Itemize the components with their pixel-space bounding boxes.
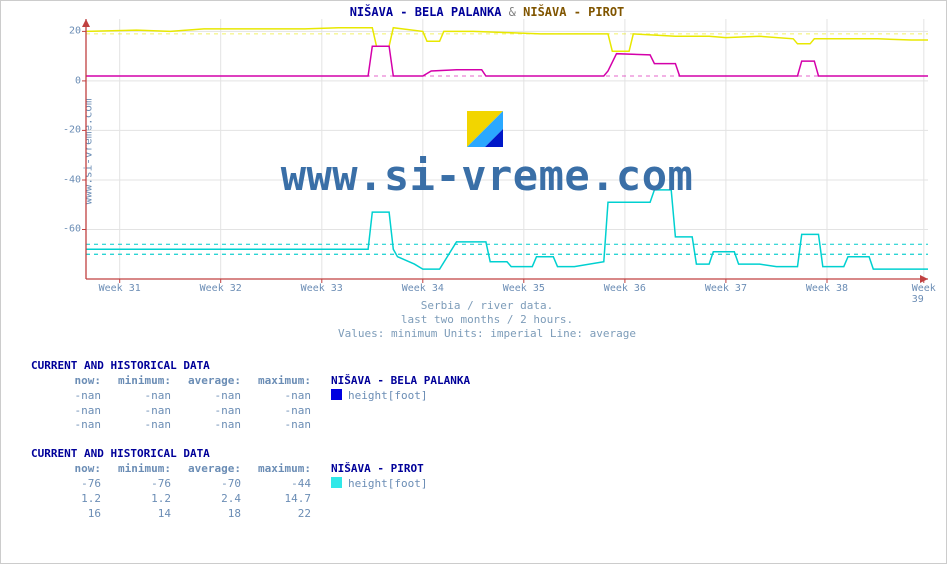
station-name: NIŠAVA - PIROT: [311, 462, 427, 477]
table-cell: -44: [241, 477, 311, 492]
table-cell: -nan: [241, 418, 311, 433]
column-header: maximum:: [241, 462, 311, 477]
column-header: minimum:: [101, 374, 171, 389]
table-cell: -nan: [101, 418, 171, 433]
table-cell: 18: [171, 507, 241, 522]
x-tick-label: Week 36: [604, 283, 646, 294]
x-tick-label: Week 35: [503, 283, 545, 294]
data-block-heading: CURRENT AND HISTORICAL DATA: [31, 447, 470, 462]
table-cell: -nan: [241, 404, 311, 419]
legend-swatch-icon: [331, 389, 342, 400]
subcaption-line: Serbia / river data.: [31, 299, 943, 312]
chart-area: NIŠAVA - BELA PALANKA & NIŠAVA - PIROT w…: [31, 1, 943, 321]
series-legend: height[foot]: [311, 477, 427, 492]
table-cell: -76: [31, 477, 101, 492]
watermark-icon: [467, 111, 503, 147]
table-row: 1.21.22.414.7: [31, 492, 427, 507]
data-block-heading: CURRENT AND HISTORICAL DATA: [31, 359, 470, 374]
column-header: maximum:: [241, 374, 311, 389]
table-cell: -76: [101, 477, 171, 492]
title-ampersand: &: [509, 5, 516, 19]
x-tick-label: Week 33: [301, 283, 343, 294]
y-tick-label: 0: [75, 75, 81, 86]
table-cell: -70: [171, 477, 241, 492]
x-tick-label: Week 31: [99, 283, 141, 294]
table-row: 16141822: [31, 507, 427, 522]
table-cell: 14.7: [241, 492, 311, 507]
table-cell: -nan: [241, 389, 311, 404]
chart-canvas: NIŠAVA - BELA PALANKA & NIŠAVA - PIROT w…: [0, 0, 947, 564]
x-tick-label: Week 34: [402, 283, 444, 294]
y-tick-label: -60: [63, 224, 81, 235]
chart-plot: [86, 19, 928, 279]
legend-swatch-icon: [331, 477, 342, 488]
data-table: now:minimum:average:maximum:NIŠAVA - PIR…: [31, 462, 427, 521]
y-tick-label: -20: [63, 125, 81, 136]
x-tick-label: Week 32: [200, 283, 242, 294]
table-cell: -nan: [101, 404, 171, 419]
x-tick-label: Week 38: [806, 283, 848, 294]
x-tick-label: Week 37: [705, 283, 747, 294]
title-station-a: NIŠAVA - BELA PALANKA: [350, 5, 502, 19]
subcaption-line: Values: minimum Units: imperial Line: av…: [31, 327, 943, 340]
table-cell: -nan: [31, 404, 101, 419]
column-header: average:: [171, 374, 241, 389]
column-header: now:: [31, 374, 101, 389]
table-row: -76-76-70-44height[foot]: [31, 477, 427, 492]
table-row: -nan-nan-nan-nan: [31, 418, 470, 433]
table-cell: -nan: [101, 389, 171, 404]
watermark-text: www.si-vreme.com: [31, 151, 943, 200]
table-row: -nan-nan-nan-nanheight[foot]: [31, 389, 470, 404]
table-cell: 2.4: [171, 492, 241, 507]
table-cell: -nan: [171, 418, 241, 433]
table-cell: 1.2: [31, 492, 101, 507]
column-header: now:: [31, 462, 101, 477]
table-row: -nan-nan-nan-nan: [31, 404, 470, 419]
subcaption-line: last two months / 2 hours.: [31, 313, 943, 326]
station-name: NIŠAVA - BELA PALANKA: [311, 374, 470, 389]
series-legend: height[foot]: [311, 389, 470, 404]
table-cell: -nan: [171, 389, 241, 404]
table-cell: -nan: [171, 404, 241, 419]
table-cell: 16: [31, 507, 101, 522]
y-tick-label: 20: [69, 26, 81, 37]
table-cell: 14: [101, 507, 171, 522]
column-header: average:: [171, 462, 241, 477]
column-header: minimum:: [101, 462, 171, 477]
data-tables: CURRENT AND HISTORICAL DATAnow:minimum:a…: [31, 359, 470, 521]
chart-title: NIŠAVA - BELA PALANKA & NIŠAVA - PIROT: [31, 5, 943, 19]
table-cell: -nan: [31, 389, 101, 404]
title-station-b: NIŠAVA - PIROT: [523, 5, 624, 19]
table-cell: 1.2: [101, 492, 171, 507]
y-tick-labels: 200-20-40-60: [51, 19, 81, 279]
data-table: now:minimum:average:maximum:NIŠAVA - BEL…: [31, 374, 470, 433]
table-cell: 22: [241, 507, 311, 522]
data-block: CURRENT AND HISTORICAL DATAnow:minimum:a…: [31, 359, 470, 433]
table-cell: -nan: [31, 418, 101, 433]
data-block: CURRENT AND HISTORICAL DATAnow:minimum:a…: [31, 447, 470, 521]
